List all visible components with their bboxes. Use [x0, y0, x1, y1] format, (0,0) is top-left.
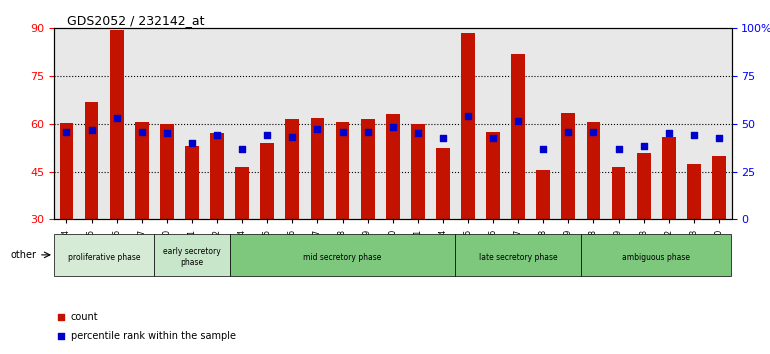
Point	[462, 113, 474, 119]
Point	[311, 126, 323, 131]
FancyBboxPatch shape	[455, 234, 581, 276]
FancyBboxPatch shape	[581, 234, 732, 276]
Bar	[185, 146, 199, 219]
Bar	[286, 119, 300, 219]
Bar	[260, 143, 274, 219]
Text: proliferative phase: proliferative phase	[68, 252, 140, 262]
Text: ambiguous phase: ambiguous phase	[622, 252, 690, 262]
Point	[448, 226, 460, 232]
Bar	[411, 124, 425, 219]
Bar	[587, 122, 601, 219]
Point	[336, 129, 349, 135]
Text: percentile rank within the sample: percentile rank within the sample	[71, 331, 236, 341]
Bar	[687, 164, 701, 219]
Bar	[637, 153, 651, 219]
Point	[437, 135, 449, 141]
Point	[663, 131, 675, 136]
Point	[286, 134, 299, 139]
Point	[512, 118, 524, 124]
Text: count: count	[71, 312, 99, 322]
Point	[60, 129, 72, 135]
FancyBboxPatch shape	[229, 234, 455, 276]
Point	[161, 131, 173, 136]
Point	[236, 147, 248, 152]
Point	[448, 52, 460, 58]
Point	[85, 127, 98, 133]
FancyBboxPatch shape	[154, 234, 229, 276]
Bar	[110, 30, 123, 219]
Bar	[561, 113, 575, 219]
Bar	[537, 170, 551, 219]
Point	[612, 147, 624, 152]
Point	[361, 129, 373, 135]
Point	[688, 132, 700, 138]
Point	[713, 135, 725, 141]
Point	[588, 129, 600, 135]
Bar	[135, 122, 149, 219]
Point	[261, 132, 273, 138]
Text: mid secretory phase: mid secretory phase	[303, 252, 382, 262]
Point	[136, 129, 148, 135]
FancyBboxPatch shape	[54, 234, 154, 276]
Point	[487, 135, 499, 141]
Bar	[360, 119, 374, 219]
Point	[638, 143, 650, 149]
Bar	[486, 132, 500, 219]
Bar	[235, 167, 249, 219]
Bar	[85, 102, 99, 219]
Bar	[210, 133, 224, 219]
Point	[186, 140, 198, 146]
Point	[110, 115, 122, 120]
Bar	[611, 167, 625, 219]
Bar	[662, 137, 675, 219]
Bar	[712, 156, 726, 219]
Point	[537, 147, 550, 152]
Text: early secretory
phase: early secretory phase	[163, 247, 221, 267]
Text: GDS2052 / 232142_at: GDS2052 / 232142_at	[68, 14, 205, 27]
Bar	[59, 123, 73, 219]
Bar	[436, 148, 450, 219]
Bar	[310, 118, 324, 219]
Bar	[160, 124, 174, 219]
Point	[412, 131, 424, 136]
Bar	[386, 114, 400, 219]
Point	[211, 132, 223, 138]
Point	[562, 129, 574, 135]
Point	[387, 124, 399, 130]
Text: late secretory phase: late secretory phase	[479, 252, 557, 262]
Bar	[461, 33, 475, 219]
Bar	[511, 54, 525, 219]
Text: other: other	[10, 250, 36, 260]
Bar	[336, 122, 350, 219]
